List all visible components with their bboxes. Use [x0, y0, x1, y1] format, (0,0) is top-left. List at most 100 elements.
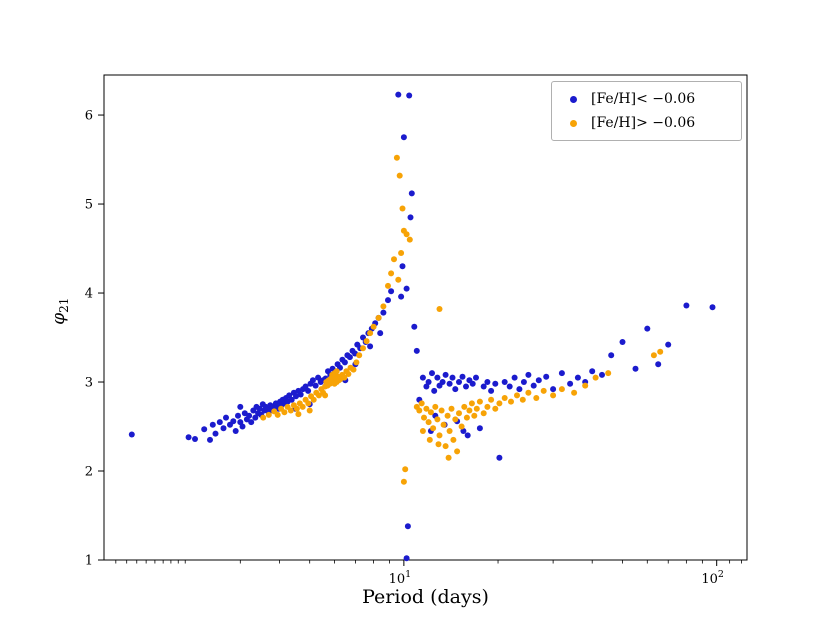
data-point [400, 478, 407, 485]
data-point [363, 338, 370, 345]
data-point [302, 383, 309, 390]
data-point [432, 403, 439, 410]
data-point [592, 374, 599, 381]
data-point [446, 428, 453, 434]
data-point [396, 172, 403, 179]
data-point [519, 396, 526, 403]
y-tick-label: 5 [85, 198, 93, 213]
data-point [436, 306, 443, 312]
data-point [375, 314, 382, 321]
y-axis-label-base: φ [48, 312, 69, 325]
legend-label: [Fe/H]> −0.06 [591, 115, 696, 131]
data-point [404, 523, 411, 530]
legend-label: [Fe/H]< −0.06 [591, 91, 696, 107]
data-point [403, 285, 410, 292]
data-point [350, 366, 357, 373]
data-point [209, 421, 216, 428]
data-point [421, 414, 427, 421]
data-point [395, 91, 402, 98]
data-point [550, 392, 557, 399]
data-point [329, 371, 336, 378]
data-point [525, 389, 532, 396]
data-point [665, 341, 672, 348]
data-point [399, 263, 406, 270]
data-point [484, 379, 491, 385]
data-point [480, 383, 487, 390]
data-point [558, 386, 565, 393]
data-point [423, 405, 430, 412]
data-point [506, 383, 513, 390]
data-point [429, 370, 435, 377]
data-point [185, 434, 192, 441]
data-point [511, 374, 518, 381]
data-point [367, 343, 374, 350]
data-point [241, 410, 248, 417]
data-point [312, 382, 319, 389]
data-point [341, 374, 348, 381]
data-point [484, 403, 491, 410]
data-point [419, 374, 426, 381]
data-point [385, 282, 391, 289]
data-point [508, 398, 514, 405]
data-point [423, 383, 430, 390]
data-point [223, 414, 229, 421]
data-point [407, 214, 414, 221]
y-tick-label: 1 [85, 554, 93, 569]
y-tick-label: 2 [85, 465, 93, 480]
data-point [322, 392, 329, 399]
data-point [466, 407, 473, 414]
data-point [683, 302, 690, 309]
data-point [360, 345, 366, 352]
data-point [293, 393, 299, 400]
data-point [473, 405, 480, 412]
data-point [589, 368, 596, 375]
data-point [520, 379, 527, 385]
x-tick-label: 101 [389, 569, 412, 587]
data-point [399, 205, 406, 212]
data-point [446, 380, 453, 387]
x-tick-label: 102 [701, 569, 724, 587]
data-point [567, 380, 574, 387]
data-point [461, 403, 468, 410]
data-point [220, 425, 227, 432]
data-point [463, 383, 469, 390]
data-point [380, 309, 387, 316]
data-point [543, 373, 550, 380]
data-point [192, 436, 198, 442]
data-point [492, 380, 499, 387]
data-point [201, 426, 208, 433]
data-point [248, 419, 255, 426]
data-point [535, 377, 542, 384]
data-point [454, 448, 461, 455]
data-point [431, 387, 438, 394]
data-point [619, 339, 626, 345]
data-point [442, 443, 449, 450]
data-point [370, 323, 377, 330]
data-point [480, 410, 487, 417]
data-point [452, 386, 459, 393]
data-point [252, 414, 259, 421]
data-point [408, 190, 415, 197]
data-point [450, 436, 457, 443]
data-point [442, 371, 449, 378]
data-point [353, 359, 360, 366]
data-point [501, 395, 508, 401]
data-point [335, 377, 342, 384]
data-point [632, 365, 639, 372]
data-point [385, 297, 391, 304]
data-point [309, 377, 316, 384]
data-point [246, 412, 253, 419]
data-point [434, 416, 441, 423]
legend-marker-dot [570, 95, 577, 103]
data-point [265, 411, 272, 418]
data-point [403, 555, 410, 562]
data-point [463, 414, 470, 421]
data-point [346, 354, 353, 361]
data-point [476, 425, 483, 432]
data-point [657, 348, 664, 355]
data-point [448, 405, 455, 412]
data-point [469, 380, 476, 387]
data-point [388, 270, 395, 277]
data-point [391, 256, 397, 263]
